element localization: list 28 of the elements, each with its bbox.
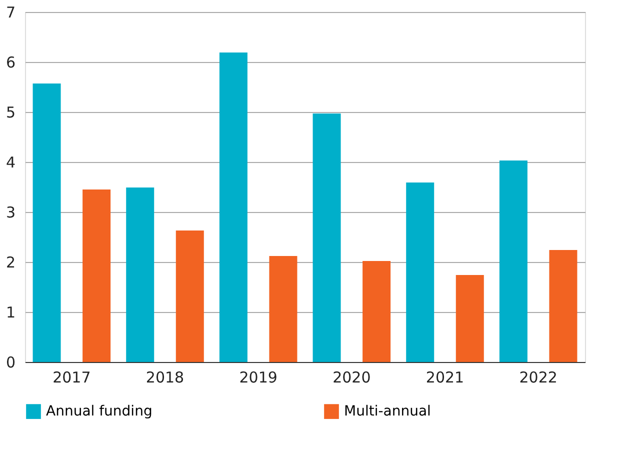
x-tick-label: 2021 [426, 368, 464, 386]
x-tick-label: 2022 [519, 368, 558, 386]
bar [406, 182, 434, 362]
y-tick-label: 7 [6, 4, 16, 22]
bar [269, 256, 298, 362]
bar [549, 250, 578, 362]
x-tick-label: 2019 [239, 368, 278, 386]
bar [82, 190, 111, 362]
bar [32, 84, 61, 362]
y-tick-label: 5 [6, 104, 16, 122]
x-tick-label: 2017 [52, 368, 91, 386]
bar [176, 230, 204, 362]
y-tick-label: 4 [6, 154, 16, 172]
bar [362, 261, 391, 362]
y-tick-label: 1 [6, 304, 16, 322]
y-tick-label: 3 [6, 204, 16, 222]
bar [456, 275, 484, 362]
bar [499, 160, 528, 362]
y-tick-label: 0 [6, 354, 16, 372]
legend-label: Annual funding [46, 404, 152, 420]
bar [126, 188, 154, 362]
bar [219, 52, 248, 362]
legend-label: Multi-annual [344, 404, 431, 420]
y-tick-label: 6 [6, 54, 16, 72]
y-tick-label: 2 [6, 254, 16, 272]
bar [312, 114, 341, 362]
x-tick-label: 2018 [146, 368, 184, 386]
x-tick-label: 2020 [332, 368, 371, 386]
